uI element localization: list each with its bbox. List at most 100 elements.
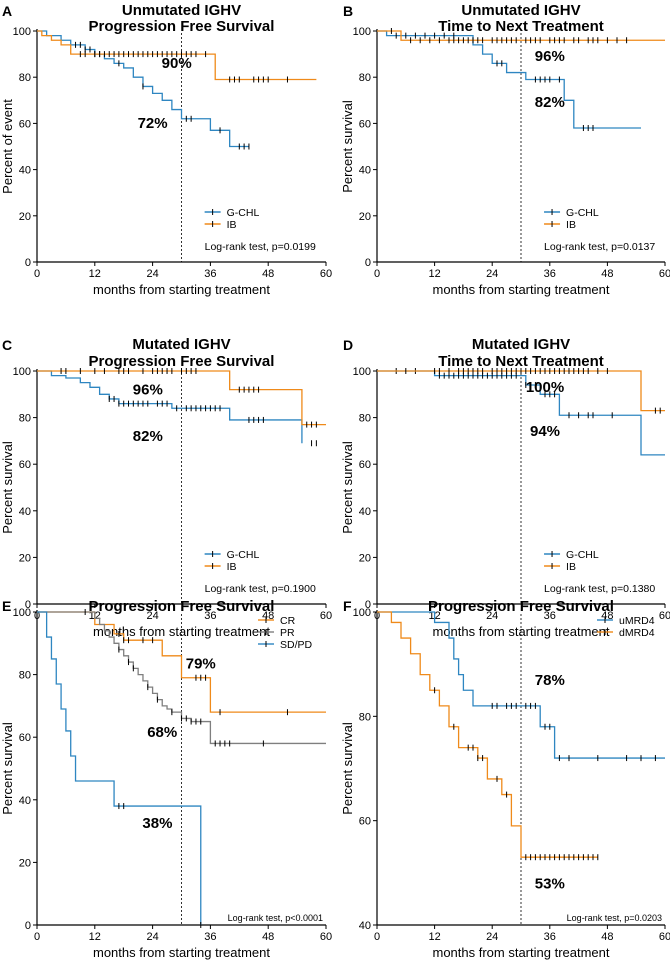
x-tick-label: 12 bbox=[89, 268, 101, 280]
x-tick-label: 48 bbox=[262, 610, 274, 622]
chart-title: Mutated IGHV bbox=[472, 336, 570, 353]
legend-label: G-CHL bbox=[566, 549, 599, 561]
panel-letter: C bbox=[2, 337, 12, 353]
percent-annotation: 82% bbox=[133, 428, 163, 445]
x-tick-label: 36 bbox=[544, 610, 556, 622]
x-axis-label: months from starting treatment bbox=[93, 945, 270, 960]
x-tick-label: 48 bbox=[601, 931, 613, 943]
x-tick-label: 24 bbox=[146, 931, 158, 943]
legend-label: IB bbox=[566, 219, 576, 231]
chart-title: Time to Next Treatment bbox=[438, 18, 604, 35]
logrank-test: Log-rank test, p=0.0137 bbox=[544, 241, 655, 253]
x-tick-label: 60 bbox=[659, 931, 670, 943]
legend-label: IB bbox=[566, 561, 576, 573]
y-tick-label: 20 bbox=[19, 211, 31, 223]
logrank-test: Log-rank test, p=0.1900 bbox=[205, 583, 316, 595]
logrank-test: Log-rank test, p=0.1380 bbox=[544, 583, 655, 595]
legend-label: G-CHL bbox=[227, 207, 260, 219]
chart-title: Unmutated IGHV bbox=[461, 2, 580, 19]
chart-title: Unmutated IGHV bbox=[122, 2, 241, 19]
y-tick-label: 40 bbox=[359, 165, 371, 177]
percent-annotation: 94% bbox=[530, 423, 560, 440]
chart-title: Progression Free Survival bbox=[89, 18, 275, 35]
y-tick-label: 0 bbox=[25, 920, 31, 932]
series-line-sd-pd bbox=[37, 611, 202, 925]
y-tick-label: 0 bbox=[365, 257, 371, 269]
chart-title: Progression Free Survival bbox=[89, 598, 275, 615]
chart-title: Mutated IGHV bbox=[132, 336, 230, 353]
series-line-ib bbox=[37, 370, 326, 426]
y-tick-label: 0 bbox=[365, 599, 371, 611]
series-line-ib bbox=[377, 30, 665, 41]
y-tick-label: 60 bbox=[359, 816, 371, 828]
logrank-test: Log-rank test, p=0.0199 bbox=[205, 241, 316, 253]
x-tick-label: 36 bbox=[544, 931, 556, 943]
y-axis-label: Percent survival bbox=[0, 441, 15, 534]
x-axis-label: months from starting treatment bbox=[432, 945, 609, 960]
panel-letter: D bbox=[343, 337, 353, 353]
x-tick-label: 48 bbox=[262, 268, 274, 280]
y-tick-label: 80 bbox=[359, 711, 371, 723]
x-tick-label: 12 bbox=[428, 931, 440, 943]
y-tick-label: 80 bbox=[19, 670, 31, 682]
x-axis-label: months from starting treatment bbox=[432, 282, 609, 297]
y-tick-label: 40 bbox=[19, 795, 31, 807]
chart-title: Progression Free Survival bbox=[89, 353, 275, 370]
x-tick-label: 60 bbox=[659, 610, 670, 622]
percent-annotation: 68% bbox=[147, 724, 177, 741]
y-axis-label: Percent survival bbox=[340, 100, 355, 193]
x-tick-label: 0 bbox=[374, 931, 380, 943]
x-tick-label: 12 bbox=[428, 268, 440, 280]
percent-annotation: 90% bbox=[162, 55, 192, 72]
y-tick-label: 100 bbox=[13, 607, 31, 619]
series-line-g-chl bbox=[37, 30, 249, 148]
legend-label: G-CHL bbox=[227, 549, 260, 561]
x-tick-label: 0 bbox=[34, 268, 40, 280]
panel-letter: F bbox=[343, 598, 352, 614]
panel-e: E Progression Free Survival 0 12 24 36 48 60 0 20… bbox=[0, 598, 332, 960]
x-tick-label: 0 bbox=[374, 268, 380, 280]
x-tick-label: 12 bbox=[89, 931, 101, 943]
y-tick-label: 60 bbox=[19, 459, 31, 471]
series-line-ib bbox=[37, 30, 317, 81]
x-tick-label: 60 bbox=[659, 268, 670, 280]
panel-letter: B bbox=[343, 3, 353, 19]
percent-annotation: 96% bbox=[133, 381, 163, 398]
x-tick-label: 36 bbox=[544, 268, 556, 280]
series-line-g-chl bbox=[377, 30, 641, 129]
y-tick-label: 100 bbox=[13, 26, 31, 38]
y-tick-label: 80 bbox=[359, 72, 371, 84]
panel-letter: E bbox=[2, 598, 11, 614]
y-axis-label: Percent survival bbox=[340, 441, 355, 534]
panel-letter: A bbox=[2, 3, 12, 19]
x-axis-label: months from starting treatment bbox=[93, 282, 270, 297]
y-tick-label: 0 bbox=[25, 257, 31, 269]
y-tick-label: 80 bbox=[359, 413, 371, 425]
x-tick-label: 24 bbox=[146, 610, 158, 622]
y-axis-label: Percent of event bbox=[0, 99, 15, 194]
y-tick-label: 20 bbox=[359, 211, 371, 223]
x-tick-label: 24 bbox=[486, 610, 498, 622]
logrank-test: Log-rank test, p<0.0001 bbox=[228, 913, 323, 923]
y-tick-label: 20 bbox=[359, 552, 371, 564]
series-line-ib bbox=[377, 370, 665, 412]
x-tick-label: 60 bbox=[320, 268, 332, 280]
y-tick-label: 100 bbox=[353, 366, 371, 378]
y-tick-label: 20 bbox=[19, 857, 31, 869]
y-tick-label: 20 bbox=[19, 552, 31, 564]
legend-label: IB bbox=[227, 561, 237, 573]
series-line-pr bbox=[37, 611, 326, 745]
y-tick-label: 100 bbox=[353, 26, 371, 38]
y-tick-label: 60 bbox=[359, 459, 371, 471]
legend-label: IB bbox=[227, 219, 237, 231]
panel-f: F Progression Free Survival 0 12 24 36 48 60 40 6… bbox=[340, 598, 670, 960]
x-tick-label: 0 bbox=[34, 931, 40, 943]
y-tick-label: 60 bbox=[359, 118, 371, 130]
legend-label: dMRD4 bbox=[619, 627, 655, 639]
logrank-test: Log-rank test, p=0.0203 bbox=[567, 913, 662, 923]
